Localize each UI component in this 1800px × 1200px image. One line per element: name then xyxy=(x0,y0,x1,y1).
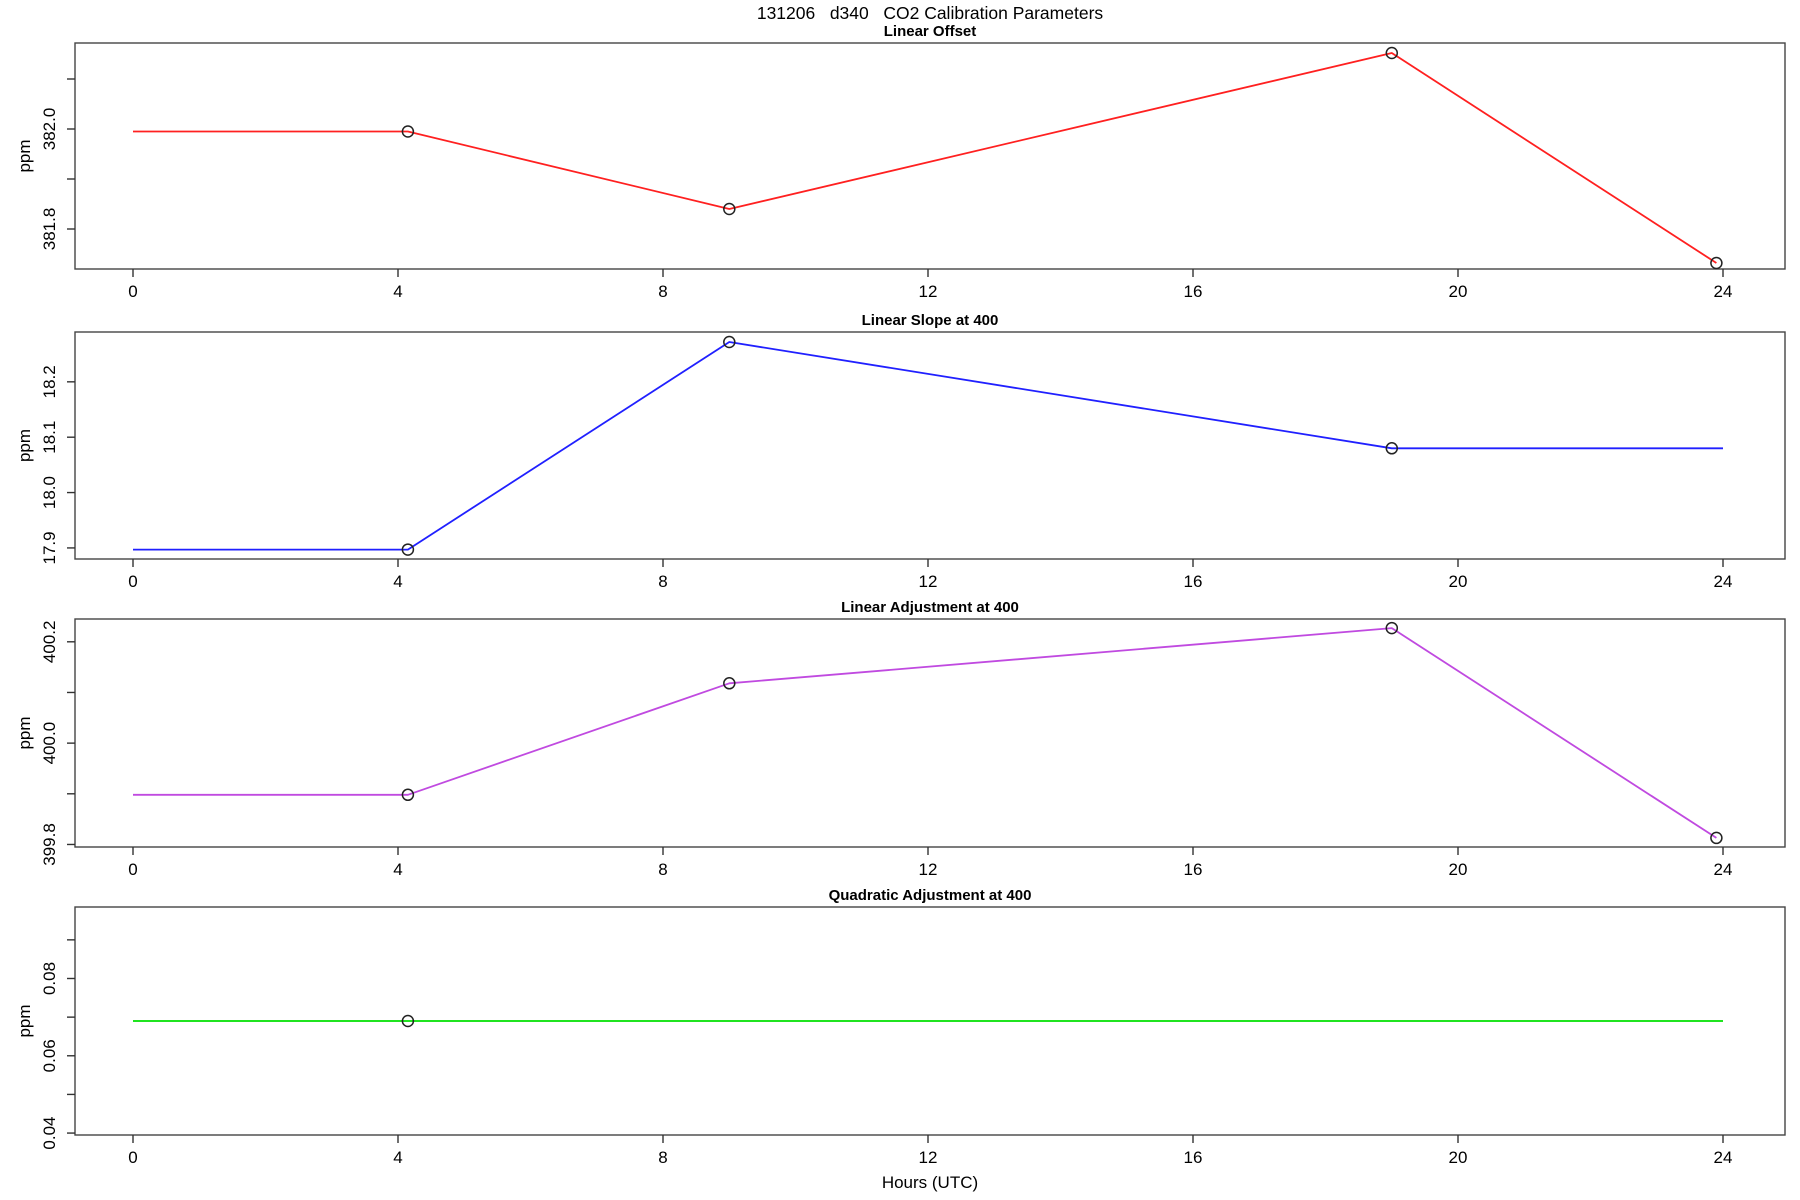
y-tick-label: 18.2 xyxy=(40,365,59,398)
y-axis-label: ppm xyxy=(15,139,34,172)
x-tick-label: 12 xyxy=(919,282,938,301)
panel-title: Quadratic Adjustment at 400 xyxy=(829,887,1032,904)
y-tick-label: 0.04 xyxy=(40,1117,59,1150)
x-tick-label: 24 xyxy=(1714,1148,1733,1167)
data-point-marker xyxy=(1385,46,1399,60)
x-tick-label: 4 xyxy=(393,1148,402,1167)
data-point-marker xyxy=(1385,621,1399,635)
x-tick-label: 4 xyxy=(393,282,402,301)
x-tick-label: 8 xyxy=(658,572,667,591)
panel-title: Linear Offset xyxy=(884,23,977,40)
y-tick-label: 400.0 xyxy=(40,722,59,765)
x-tick-label: 16 xyxy=(1184,860,1203,879)
x-tick-label: 24 xyxy=(1714,572,1733,591)
x-tick-label: 0 xyxy=(128,572,137,591)
x-tick-label: 8 xyxy=(658,1148,667,1167)
y-tick-label: 18.0 xyxy=(40,476,59,509)
y-axis-label: ppm xyxy=(15,1004,34,1037)
page-title: 131206 d340 CO2 Calibration Parameters xyxy=(756,3,1104,23)
y-tick-label: 382.0 xyxy=(40,108,59,151)
x-tick-label: 8 xyxy=(658,282,667,301)
x-tick-label: 4 xyxy=(393,860,402,879)
data-point-marker xyxy=(723,335,736,349)
x-tick-label: 16 xyxy=(1184,282,1203,301)
x-tick-label: 20 xyxy=(1449,282,1468,301)
y-axis-label: ppm xyxy=(15,716,34,749)
data-point-marker xyxy=(723,677,736,690)
panel-title: Linear Adjustment at 400 xyxy=(841,599,1019,616)
data-point-marker xyxy=(1385,442,1399,455)
x-tick-label: 4 xyxy=(393,572,402,591)
plot-box-panel-2 xyxy=(74,618,1786,848)
y-tick-label: 0.06 xyxy=(40,1039,59,1072)
data-point-marker xyxy=(723,202,736,216)
plot-box-panel-3 xyxy=(74,906,1786,1136)
x-tick-label: 24 xyxy=(1714,282,1733,301)
data-point-marker xyxy=(1710,831,1723,845)
data-point-marker xyxy=(401,543,415,556)
x-tick-label: 16 xyxy=(1184,572,1203,591)
x-tick-label: 0 xyxy=(128,860,137,879)
data-point-marker xyxy=(1710,256,1723,270)
y-tick-label: 400.2 xyxy=(40,621,59,664)
x-tick-label: 8 xyxy=(658,860,667,879)
x-tick-label: 20 xyxy=(1449,860,1468,879)
x-tick-label: 0 xyxy=(128,1148,137,1167)
data-point-marker xyxy=(401,788,415,802)
y-tick-label: 17.9 xyxy=(40,531,59,564)
data-point-marker xyxy=(401,1014,415,1028)
panel-title: Linear Slope at 400 xyxy=(862,312,999,329)
x-tick-label: 0 xyxy=(128,282,137,301)
y-tick-label: 0.08 xyxy=(40,962,59,995)
y-tick-label: 399.8 xyxy=(40,823,59,866)
plot-box-panel-1 xyxy=(74,331,1786,560)
data-point-marker xyxy=(401,125,415,138)
x-axis-label: Hours (UTC) xyxy=(882,1173,978,1192)
series-line xyxy=(133,52,1717,264)
x-tick-label: 20 xyxy=(1449,572,1468,591)
series-line xyxy=(133,341,1723,551)
plot-box-panel-0 xyxy=(74,42,1786,270)
series-line xyxy=(133,627,1717,839)
x-tick-label: 12 xyxy=(919,860,938,879)
x-tick-label: 12 xyxy=(919,572,938,591)
x-tick-label: 16 xyxy=(1184,1148,1203,1167)
x-tick-label: 12 xyxy=(919,1148,938,1167)
y-tick-label: 18.1 xyxy=(40,421,59,454)
x-tick-label: 24 xyxy=(1714,860,1733,879)
x-tick-label: 20 xyxy=(1449,1148,1468,1167)
y-axis-label: ppm xyxy=(15,429,34,462)
y-tick-label: 381.8 xyxy=(40,208,59,251)
